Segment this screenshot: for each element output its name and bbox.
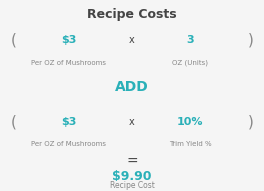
Text: Recipe Costs: Recipe Costs bbox=[87, 8, 177, 21]
Text: OZ (Units): OZ (Units) bbox=[172, 60, 208, 66]
Text: =: = bbox=[126, 155, 138, 169]
Text: ): ) bbox=[248, 115, 254, 130]
Text: (: ( bbox=[10, 33, 16, 48]
Text: Trim Yield %: Trim Yield % bbox=[169, 141, 211, 147]
Text: ADD: ADD bbox=[115, 80, 149, 94]
Text: x: x bbox=[129, 35, 135, 45]
Text: x: x bbox=[129, 117, 135, 127]
Text: 3: 3 bbox=[186, 35, 194, 45]
Text: Per OZ of Mushrooms: Per OZ of Mushrooms bbox=[31, 60, 106, 66]
Text: $3: $3 bbox=[61, 35, 76, 45]
Text: ): ) bbox=[248, 33, 254, 48]
Text: Per OZ of Mushrooms: Per OZ of Mushrooms bbox=[31, 141, 106, 147]
Text: $3: $3 bbox=[61, 117, 76, 127]
Text: $9.90: $9.90 bbox=[112, 170, 152, 183]
Text: (: ( bbox=[10, 115, 16, 130]
Text: 10%: 10% bbox=[177, 117, 203, 127]
Text: Recipe Cost: Recipe Cost bbox=[110, 181, 154, 190]
